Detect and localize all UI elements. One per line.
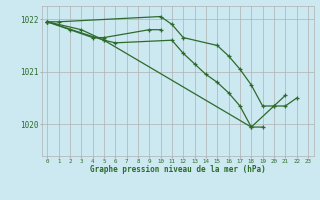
- X-axis label: Graphe pression niveau de la mer (hPa): Graphe pression niveau de la mer (hPa): [90, 165, 266, 174]
